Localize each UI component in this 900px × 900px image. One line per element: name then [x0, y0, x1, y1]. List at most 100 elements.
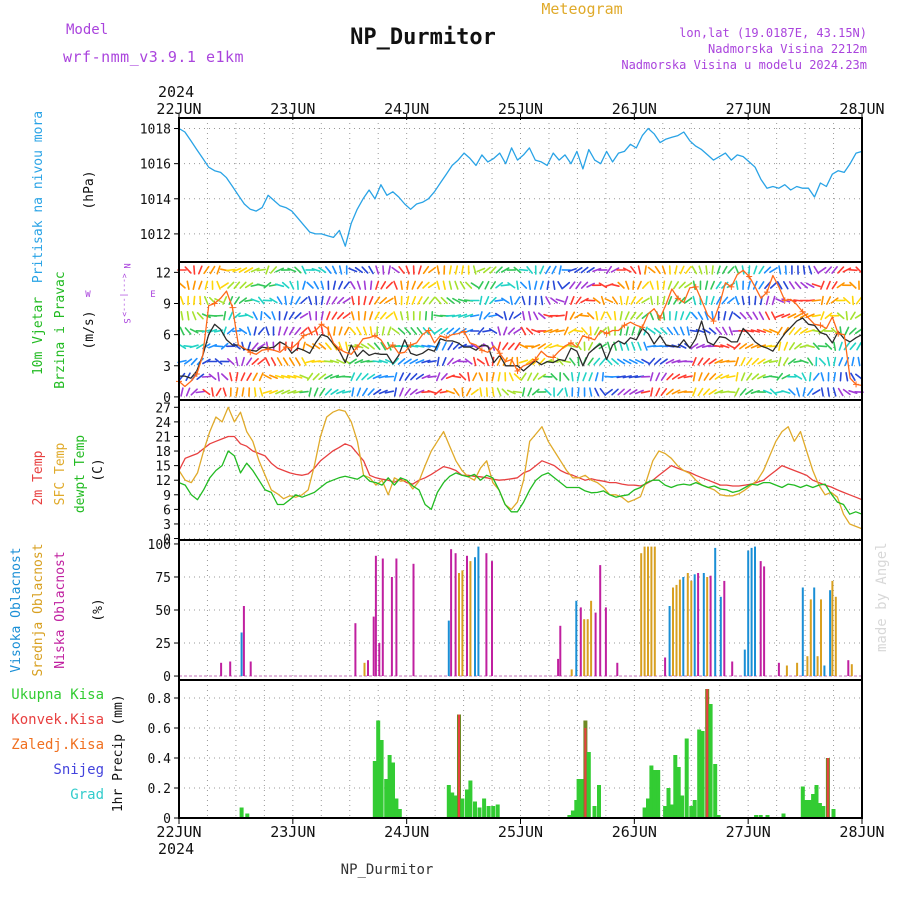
- wind-arrow: [702, 357, 711, 366]
- wind-arrow: [250, 267, 260, 273]
- wind-arrow: [662, 280, 666, 291]
- wind-arrow: [220, 342, 229, 350]
- x-day-label-bottom: 28JUN: [839, 823, 884, 841]
- gust-marker: [674, 295, 681, 302]
- wind-arrow: [448, 280, 453, 290]
- wind-arrow: [856, 341, 862, 351]
- wind-arrow: [288, 311, 295, 320]
- wind-arrow: [227, 357, 235, 366]
- wind-arrow: [507, 327, 516, 335]
- wind-arrow: [692, 280, 696, 291]
- wind-arrow: [497, 326, 502, 336]
- wind-arrow: [519, 281, 528, 289]
- wind-arrow: [739, 311, 747, 320]
- wind-arrow: [750, 343, 760, 349]
- wind-arrow: [817, 345, 828, 348]
- wind-arrow: [489, 296, 497, 305]
- wind-arrow: [744, 329, 755, 333]
- wind-arrow: [648, 357, 656, 366]
- wind-arrow: [239, 297, 247, 304]
- wind-arrow: [324, 266, 332, 274]
- wind-arrow: [478, 372, 484, 382]
- wind-arrow: [518, 268, 529, 272]
- wind-arrow: [667, 295, 673, 306]
- wind-arrow: [253, 387, 257, 397]
- wind-arrow: [580, 281, 589, 289]
- cloud-bar: [469, 561, 472, 676]
- wind-arrow: [726, 390, 736, 394]
- wind-arrow: [409, 388, 418, 396]
- wind-arrow: [782, 280, 789, 290]
- wind-arrow: [684, 265, 692, 275]
- cloud-bar: [785, 665, 788, 677]
- gust-marker: [371, 332, 378, 339]
- gust-marker: [443, 334, 450, 341]
- wind-arrow: [400, 280, 403, 291]
- cloud-bar: [583, 619, 586, 676]
- wind-arrow: [813, 265, 820, 275]
- wind-arrow: [634, 358, 644, 365]
- gust-marker: [193, 371, 200, 378]
- wind-arrow: [215, 387, 222, 397]
- precip-bar: [482, 798, 487, 818]
- wind-arrow: [264, 357, 271, 366]
- precip-bar: [384, 779, 389, 818]
- wind-arrow: [404, 387, 411, 397]
- wind-arrow: [647, 266, 656, 274]
- precip-panel: 0 0.2 0.4 0.6 0.8: [148, 679, 863, 827]
- precip-bar: [239, 807, 244, 818]
- wind-arrow: [611, 388, 619, 396]
- wind-arrow: [233, 296, 240, 305]
- wind-arrow: [727, 266, 735, 274]
- wind-arrow: [848, 268, 858, 272]
- wind-arrow: [769, 281, 778, 289]
- wind-arrow: [422, 265, 430, 275]
- wind-arrow: [708, 388, 717, 396]
- cloud-bar: [682, 577, 685, 677]
- wind-arrow: [354, 344, 364, 349]
- wind-arrow: [368, 295, 374, 306]
- wind-arrow: [331, 296, 338, 305]
- wind-arrow: [660, 387, 668, 397]
- wind-arrow: [434, 388, 443, 396]
- wind-arrow: [625, 295, 629, 306]
- wind-arrow: [733, 342, 741, 350]
- wind-arrow: [512, 390, 523, 394]
- wind-arrow: [228, 311, 234, 321]
- wind-arrow: [634, 389, 644, 395]
- wind-arrow: [533, 311, 539, 321]
- wind-arrow: [573, 329, 584, 333]
- precip-bar: [673, 755, 678, 818]
- wind-arrow: [404, 372, 411, 381]
- wind-arrow: [180, 387, 184, 397]
- dewpt-line: [178, 450, 863, 515]
- wind-arrow: [632, 280, 635, 291]
- wind-arrow: [824, 312, 833, 320]
- wind-arrow: [577, 356, 580, 367]
- wind-arrow: [802, 265, 806, 275]
- wind-arrow: [189, 344, 199, 349]
- wind-arrow: [826, 356, 831, 367]
- wind-arrow: [570, 371, 574, 382]
- cloud-bar: [586, 619, 589, 676]
- wind-arrow: [244, 282, 254, 289]
- wind-arrow: [624, 311, 630, 321]
- cloud-bar: [450, 549, 453, 676]
- wind-ytick-label: 9: [163, 298, 171, 313]
- cloud-bar: [816, 656, 819, 676]
- wind-arrow: [557, 280, 564, 290]
- wind-arrow: [488, 328, 498, 334]
- wind-arrow: [708, 373, 717, 381]
- wind-arrow: [751, 357, 760, 366]
- wind-arrow: [461, 265, 465, 275]
- wind-arrow: [740, 372, 746, 382]
- wind-arrow: [349, 327, 357, 335]
- wind-arrow: [258, 372, 264, 382]
- wind-arrow: [186, 280, 190, 291]
- cloud-bar: [240, 632, 243, 677]
- wind-arrow: [257, 343, 266, 350]
- wind-arrow: [796, 387, 800, 397]
- wind-arrow: [374, 296, 381, 305]
- wind-arrow: [265, 265, 270, 275]
- wind-arrow: [575, 342, 582, 351]
